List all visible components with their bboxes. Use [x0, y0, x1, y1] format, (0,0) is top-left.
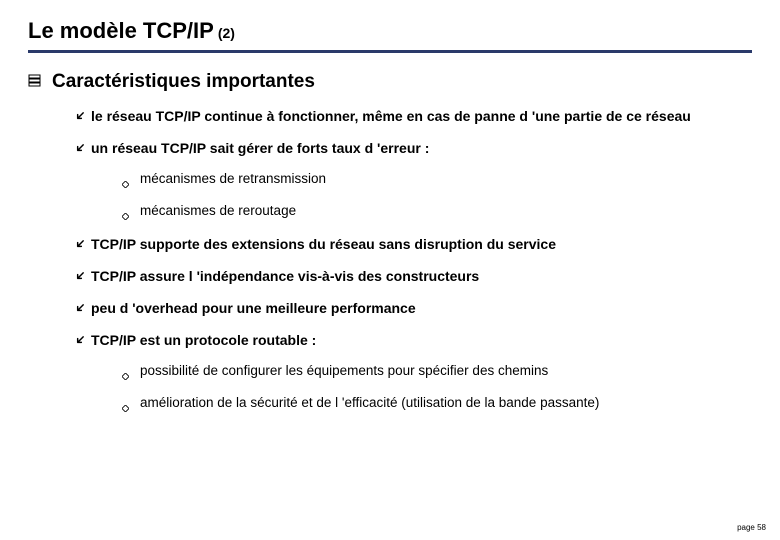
bullet-item: TCP/IP est un protocole routable :: [74, 331, 752, 351]
arrow-icon: [74, 141, 85, 159]
bullet-text: peu d 'overhead pour une meilleure perfo…: [91, 299, 416, 318]
sub-bullet-item: amélioration de la sécurité et de l 'eff…: [122, 395, 752, 417]
bullet-item: TCP/IP supporte des extensions du réseau…: [74, 235, 752, 255]
sub-bullet-item: possibilité de configurer les équipement…: [122, 363, 752, 385]
stacked-page-icon: [28, 74, 42, 93]
diamond-icon: [122, 175, 130, 193]
heading-text: Caractéristiques importantes: [52, 71, 315, 93]
bullet-text: un réseau TCP/IP sait gérer de forts tau…: [91, 139, 429, 158]
bullet-text: le réseau TCP/IP continue à fonctionner,…: [91, 107, 691, 126]
sub-bullet-text: possibilité de configurer les équipement…: [140, 363, 548, 378]
bullet-text: TCP/IP supporte des extensions du réseau…: [91, 235, 556, 254]
page-number: page 58: [737, 523, 766, 532]
sub-bullet-text: mécanismes de retransmission: [140, 171, 326, 186]
slide-title: Le modèle TCP/IP: [28, 18, 214, 44]
sub-bullet-item: mécanismes de retransmission: [122, 171, 752, 193]
bullet-text: TCP/IP est un protocole routable :: [91, 331, 316, 350]
sub-bullet-text: amélioration de la sécurité et de l 'eff…: [140, 395, 599, 410]
diamond-icon: [122, 207, 130, 225]
bullet-item: un réseau TCP/IP sait gérer de forts tau…: [74, 139, 752, 159]
diamond-icon: [122, 367, 130, 385]
diamond-icon: [122, 399, 130, 417]
bullet-item: peu d 'overhead pour une meilleure perfo…: [74, 299, 752, 319]
arrow-icon: [74, 333, 85, 351]
arrow-icon: [74, 237, 85, 255]
title-rule: [28, 50, 752, 53]
bullet-text: TCP/IP assure l 'indépendance vis-à-vis …: [91, 267, 479, 286]
sub-bullet-text: mécanismes de reroutage: [140, 203, 296, 218]
slide-title-row: Le modèle TCP/IP (2): [28, 18, 752, 44]
heading-row: Caractéristiques importantes: [28, 71, 752, 93]
bullet-item: TCP/IP assure l 'indépendance vis-à-vis …: [74, 267, 752, 287]
arrow-icon: [74, 269, 85, 287]
slide-title-sup: (2): [218, 25, 235, 41]
arrow-icon: [74, 109, 85, 127]
bullet-item: le réseau TCP/IP continue à fonctionner,…: [74, 107, 752, 127]
sub-bullet-item: mécanismes de reroutage: [122, 203, 752, 225]
arrow-icon: [74, 301, 85, 319]
